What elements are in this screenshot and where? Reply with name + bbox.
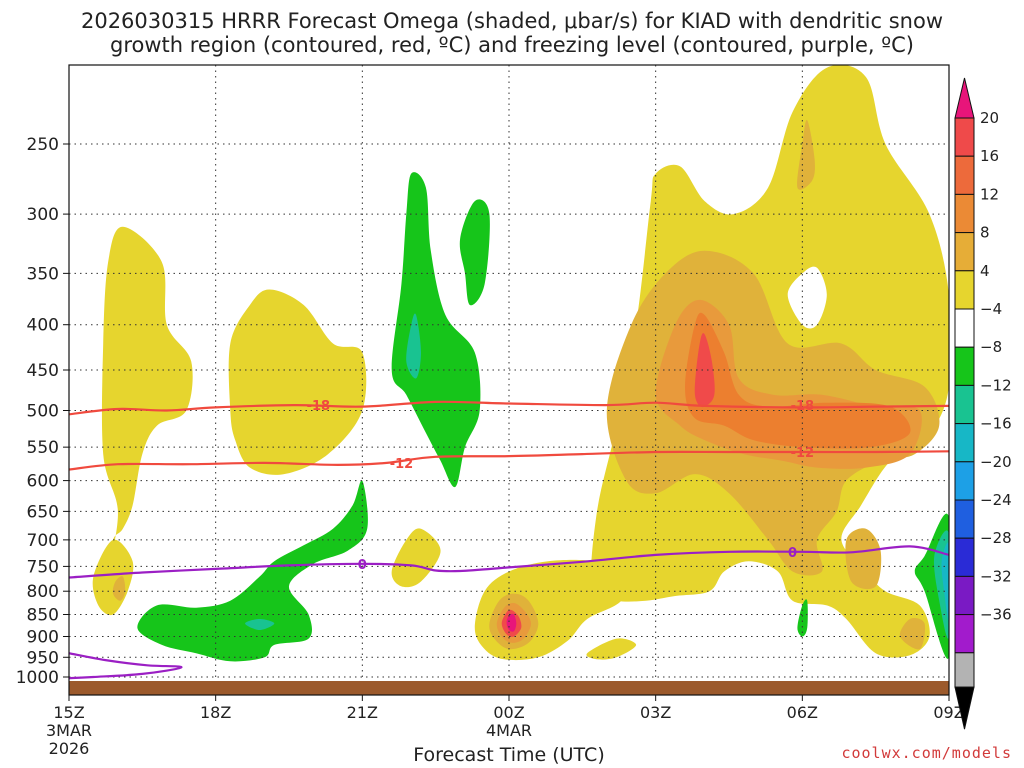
- omega-region-teal-1: [406, 313, 421, 379]
- colorbar-swatch: [954, 537, 975, 577]
- colorbar-label: 20: [980, 109, 999, 127]
- colorbar-swatch: [954, 384, 975, 425]
- dendritic-contour-label: -12: [390, 457, 414, 472]
- colorbar-swatch: [954, 652, 975, 688]
- y-tick-label: 550: [27, 438, 59, 458]
- y-tick-label: 500: [27, 402, 59, 422]
- colorbar-label: −36: [980, 606, 1012, 624]
- dendritic-contour-0: [69, 400, 949, 416]
- colorbar-swatch: [954, 346, 975, 386]
- freezing-contour-label: 0: [358, 558, 367, 573]
- x-tick-label: 18Z: [200, 703, 231, 722]
- omega-region-green-small: [797, 599, 808, 637]
- dendritic-contour-1: [69, 450, 949, 471]
- colorbar-swatch: [954, 117, 975, 157]
- omega-region-yellow-small: [586, 638, 637, 660]
- x-tick-label: 06Z: [787, 703, 818, 722]
- omega-region-yellow-left1: [101, 226, 193, 573]
- colorbar-swatch: [954, 270, 975, 310]
- colorbar-swatch: [954, 499, 975, 539]
- y-tick-label: 800: [27, 582, 59, 602]
- y-tick-label: 900: [27, 627, 59, 647]
- colorbar-label: 4: [980, 262, 990, 280]
- contour-group: -18 -18 -12 -12 0 0: [69, 399, 949, 680]
- omega-region-yellow-mid2: [391, 528, 441, 588]
- contour-lines: -18 -18 -12 -12 0 0: [69, 399, 949, 680]
- colorbar-swatch: [954, 461, 975, 501]
- x-tick-year: 2026: [49, 739, 90, 758]
- x-axis-label: Forecast Time (UTC): [413, 744, 605, 766]
- colorbar-label: −16: [980, 415, 1012, 433]
- y-tick-label: 700: [27, 531, 59, 551]
- y-tick-label: 350: [27, 264, 59, 284]
- x-tick-label: 15Z: [53, 703, 84, 722]
- credit-text: coolwx.com/models: [841, 744, 1012, 762]
- omega-region-gold-small: [112, 576, 126, 601]
- colorbar-swatch: [954, 232, 975, 272]
- omega-region-yellow-mid1: [228, 289, 367, 475]
- omega-region-gold-lower: [845, 528, 882, 590]
- colorbar-label: −8: [980, 338, 1002, 356]
- omega-region-cyan: [941, 542, 949, 621]
- omega-shading: [92, 65, 949, 662]
- y-tick-label: 300: [27, 205, 59, 225]
- colorbar-top-arrow: [954, 77, 975, 119]
- omega-region-green-upper1: [391, 172, 481, 488]
- colorbar-label: −24: [980, 491, 1012, 509]
- colorbar-swatch: [954, 614, 975, 654]
- colorbar-label: −28: [980, 529, 1012, 547]
- y-tick-label: 1000: [16, 668, 59, 688]
- omega-region-red: [694, 333, 715, 408]
- chart-title-line2: growth region (contoured, red, ºC) and f…: [110, 33, 914, 57]
- colorbar-label: 8: [980, 224, 990, 242]
- freezing-contour-0: [69, 545, 949, 579]
- colorbar-label: −12: [980, 376, 1012, 394]
- x-tick-label: 00Z: [493, 703, 524, 722]
- omega-region-yellow-left2: [92, 539, 134, 616]
- colorbar-label: −32: [980, 567, 1012, 585]
- colorbar-swatch: [954, 155, 975, 195]
- shaded-regions: [92, 65, 949, 662]
- omega-region-gold-lower2: [899, 618, 926, 650]
- ground-surface: [69, 681, 949, 695]
- colorbar-label: −20: [980, 453, 1012, 471]
- omega-region-white-hole: [787, 266, 827, 329]
- chart-title-line1: 2026030315 HRRR Forecast Omega (shaded, …: [80, 9, 944, 33]
- colorbar: 20 16 12 8 4 −4 −8 −12 −16 −20 −24 −28 −32 −36: [954, 77, 1012, 730]
- colorbar-label: −4: [980, 300, 1002, 318]
- y-tick-label: 450: [27, 361, 59, 381]
- y-tick-label: 600: [27, 472, 59, 492]
- y-tick-label: 750: [27, 557, 59, 577]
- y-tick-label: 950: [27, 648, 59, 668]
- freezing-contour-1: [69, 652, 183, 680]
- dendritic-contour-label: -18: [791, 399, 815, 414]
- omega-region-green-left: [137, 480, 368, 662]
- omega-region-gold-top: [797, 119, 815, 190]
- x-tick-date: 3MAR: [46, 721, 92, 740]
- dendritic-contour-label: -18: [307, 399, 331, 414]
- colorbar-bottom-arrow: [954, 686, 975, 730]
- y-tick-label: 400: [27, 316, 59, 336]
- freezing-contour-label: 0: [788, 546, 797, 561]
- omega-region-green-upper2: [459, 199, 490, 306]
- colorbar-label: 16: [980, 147, 999, 165]
- x-tick-label: 09Z: [933, 703, 964, 722]
- colorbar-swatch: [954, 193, 975, 234]
- x-tick-date: 4MAR: [486, 721, 532, 740]
- x-tick-label: 03Z: [640, 703, 671, 722]
- colorbar-label: 12: [980, 185, 999, 203]
- colorbar-swatch: [954, 423, 975, 463]
- x-tick-label: 21Z: [347, 703, 378, 722]
- dendritic-contour-label: -12: [791, 446, 815, 461]
- y-axis: 2503003504004505005506006507007508008509…: [16, 135, 69, 688]
- colorbar-swatch: [954, 308, 975, 348]
- omega-region-teal-2: [245, 619, 275, 630]
- omega-region-orange-dark: [685, 312, 911, 449]
- colorbar-swatch: [954, 575, 975, 616]
- y-tick-label: 650: [27, 502, 59, 522]
- y-tick-label: 250: [27, 135, 59, 155]
- y-tick-label: 850: [27, 606, 59, 626]
